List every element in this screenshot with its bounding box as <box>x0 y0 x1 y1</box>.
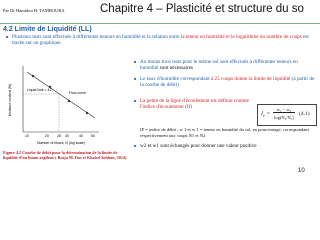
text: w2 et w1 sont échangés pour donner une v… <box>140 143 257 149</box>
x-tick-label: 10 <box>25 134 29 138</box>
text: Le taux d'humidité correspondant <box>140 76 211 82</box>
point <box>31 74 35 78</box>
text: Au moins trois tests pour le même sol so… <box>140 59 298 72</box>
figure-bg <box>3 60 103 148</box>
intro-paragraph: Plusieurs tests sont effectués à différe… <box>6 34 312 47</box>
text: IF = indice de débit ; w 1 et w 1 = tene… <box>140 127 309 138</box>
bullet: Le taux d'humidité correspondant à 25 co… <box>134 76 315 89</box>
text: (4.1) <box>299 111 310 117</box>
text: (à partir de la courbe de débit) <box>140 76 315 89</box>
header-rule <box>0 23 320 24</box>
x-label: Number of blows, N (log scale) <box>37 141 85 145</box>
text: w₁ − w₂ <box>273 107 295 113</box>
page-number: 10 <box>298 168 305 174</box>
x-tick-label: 20 <box>45 134 49 138</box>
figure-caption: Figure 4.2 Courbe de débit pour la déter… <box>3 150 127 160</box>
slide-title: Chapitre 4 – Plasticité et structure du … <box>100 3 304 15</box>
annotation: Liquid limit = 42 <box>27 88 51 92</box>
bullet: w2 et w1 sont échangés pour donner une v… <box>134 143 316 149</box>
bullet: Au moins trois tests pour le même sol so… <box>134 59 315 72</box>
flow-curve <box>26 71 96 119</box>
x-tick-label: 30 <box>65 134 69 138</box>
x-tick-label: 50 <box>91 134 95 138</box>
slide: Par Dr Hamidou H. TAMBOURA Chapitre 4 – … <box>0 0 320 180</box>
text: sont nécessaires <box>158 65 194 72</box>
text: à 25 coups donne la limite de liquidité <box>210 76 291 82</box>
annotation: Flow curve <box>69 91 86 95</box>
x-ticks: 10 20 25 30 40 50 <box>25 134 95 138</box>
text: I <box>261 111 263 117</box>
point <box>67 99 71 103</box>
text: IF = <box>261 111 271 119</box>
text: la teneur en humidité et le logarithme d… <box>180 34 302 40</box>
text: est tracée sur un graphique. <box>12 34 309 47</box>
text: La pente de la ligne d'écoulement est dé… <box>140 98 249 111</box>
text: log(N₂/N₁) <box>274 115 294 120</box>
figure: Moisture content (%) Liquid limit = 42 F… <box>3 60 103 148</box>
point <box>48 85 52 89</box>
author: Par Dr Hamidou H. TAMBOURA <box>3 8 65 13</box>
bullet: IF = indice de débit ; w 1 et w 1 = tene… <box>140 127 316 138</box>
formula: IF = w₁ − w₂ log(N₂/N₁) (4.1) <box>257 104 317 126</box>
point <box>85 111 89 115</box>
text: F <box>262 114 265 119</box>
x-tick-label: 25 <box>57 134 61 138</box>
bullet: La pente de la ligne d'écoulement est dé… <box>134 98 252 111</box>
y-label: Moisture content (%) <box>8 84 12 116</box>
section-heading: 4.2 Limite de Liquidité (LL) <box>3 26 92 33</box>
x-tick-label: 40 <box>79 134 83 138</box>
text: Plusieurs tests sont effectués à différe… <box>12 34 181 40</box>
